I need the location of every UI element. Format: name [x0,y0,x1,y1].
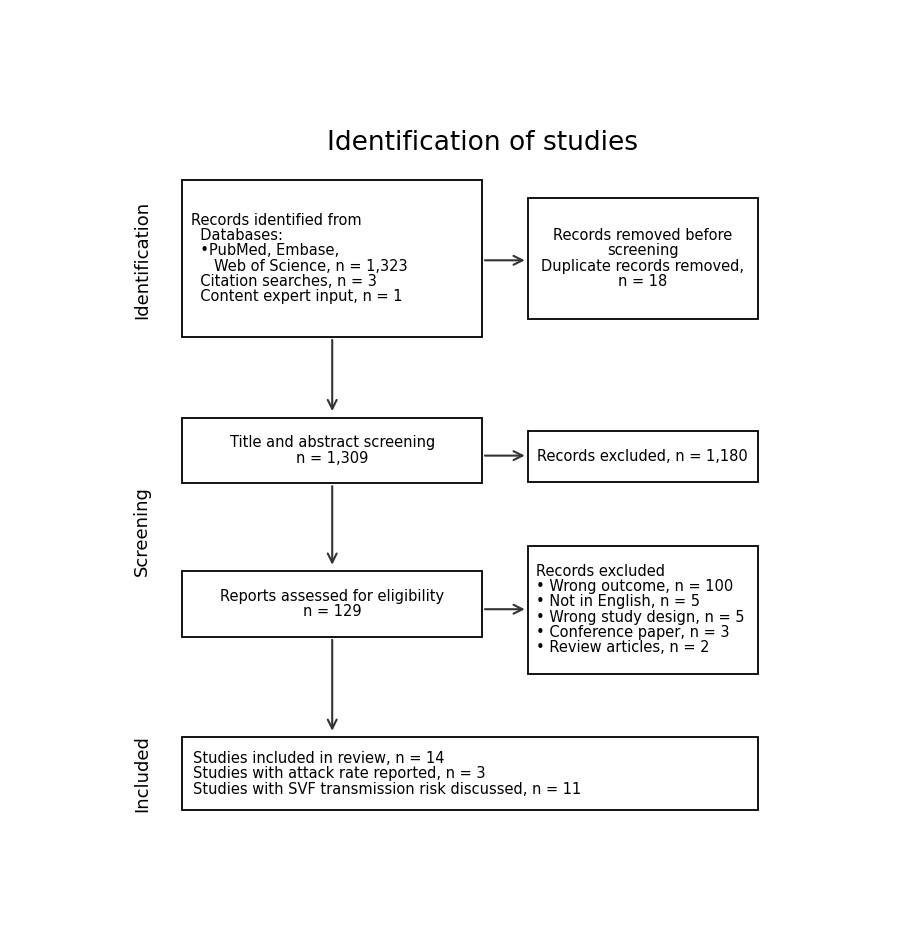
Text: Studies included in review, n = 14: Studies included in review, n = 14 [193,750,445,766]
FancyBboxPatch shape [527,430,758,482]
Text: Title and abstract screening: Title and abstract screening [230,435,435,450]
Text: Identification of studies: Identification of studies [327,130,638,156]
Text: Records identified from: Records identified from [191,213,361,228]
Text: Reports assessed for eligibility: Reports assessed for eligibility [220,589,445,604]
Text: • Not in English, n = 5: • Not in English, n = 5 [536,595,700,609]
FancyBboxPatch shape [182,418,482,484]
Text: Screening: Screening [133,486,151,576]
Text: • Review articles, n = 2: • Review articles, n = 2 [536,640,709,656]
Text: screening: screening [607,243,679,258]
Text: • Wrong study design, n = 5: • Wrong study design, n = 5 [536,610,744,625]
Text: Web of Science, n = 1,323: Web of Science, n = 1,323 [191,258,407,274]
Text: • Conference paper, n = 3: • Conference paper, n = 3 [536,625,729,640]
Text: Studies with SVF transmission risk discussed, n = 11: Studies with SVF transmission risk discu… [193,782,581,797]
FancyBboxPatch shape [527,199,758,319]
Text: n = 129: n = 129 [303,604,362,619]
FancyBboxPatch shape [182,180,482,337]
Text: •PubMed, Embase,: •PubMed, Embase, [191,243,338,258]
FancyBboxPatch shape [527,545,758,674]
Text: Content expert input, n = 1: Content expert input, n = 1 [191,290,402,304]
Text: • Wrong outcome, n = 100: • Wrong outcome, n = 100 [536,580,734,594]
Text: Duplicate records removed,: Duplicate records removed, [541,258,744,274]
Text: n = 1,309: n = 1,309 [296,450,368,465]
Text: Records removed before: Records removed before [553,228,733,243]
Text: n = 18: n = 18 [618,274,667,289]
Text: Studies with attack rate reported, n = 3: Studies with attack rate reported, n = 3 [193,767,485,781]
Text: Databases:: Databases: [191,228,283,243]
FancyBboxPatch shape [182,571,482,637]
Text: Records excluded: Records excluded [536,563,665,579]
Text: Included: Included [133,735,151,812]
FancyBboxPatch shape [182,737,758,810]
Text: Records excluded, n = 1,180: Records excluded, n = 1,180 [537,448,748,464]
Text: Identification: Identification [133,201,151,319]
Text: Citation searches, n = 3: Citation searches, n = 3 [191,274,376,289]
